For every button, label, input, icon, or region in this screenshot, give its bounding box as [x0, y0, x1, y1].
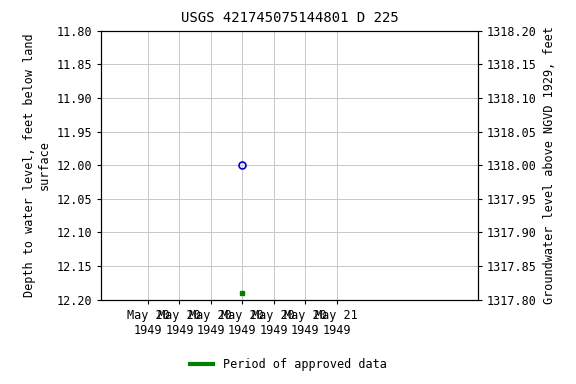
- Title: USGS 421745075144801 D 225: USGS 421745075144801 D 225: [180, 12, 399, 25]
- Y-axis label: Groundwater level above NGVD 1929, feet: Groundwater level above NGVD 1929, feet: [543, 26, 555, 304]
- Legend: Period of approved data: Period of approved data: [185, 354, 391, 376]
- Y-axis label: Depth to water level, feet below land
surface: Depth to water level, feet below land su…: [22, 33, 51, 297]
